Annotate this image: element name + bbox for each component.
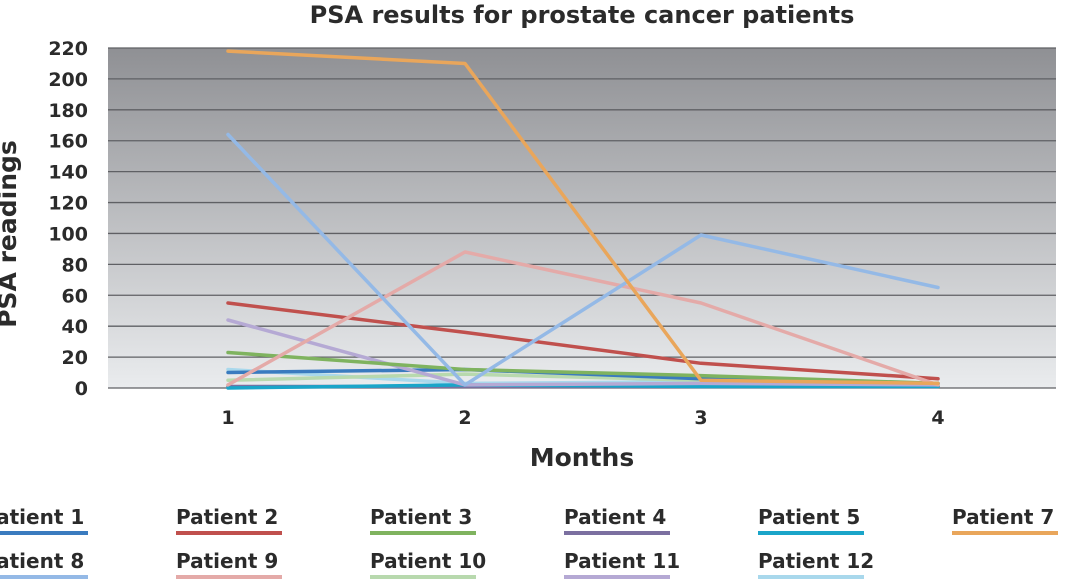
y-tick-labels: 0 20 40 60 80 100 120 140 160 180 200 220	[48, 38, 88, 400]
legend-item: Patient 1	[0, 505, 88, 535]
legend-item: Patient 10	[370, 549, 486, 579]
y-tick-label: 200	[48, 69, 88, 91]
y-tick-label: 20	[62, 347, 88, 369]
y-tick-label: 80	[62, 254, 88, 276]
legend-item: Patient 9	[176, 549, 282, 579]
legend-item: Patient 3	[370, 505, 476, 535]
legend-item: Patient 12	[758, 549, 874, 579]
legend-item: Patient 11	[564, 549, 680, 579]
legend-label: Patient 3	[370, 505, 472, 529]
y-tick-label: 100	[48, 223, 88, 245]
legend-label: Patient 10	[370, 549, 486, 573]
series-line-patient-8	[226, 132, 940, 387]
series-line-patient-9	[226, 250, 940, 387]
x-tick-label: 2	[458, 407, 471, 429]
legend-item: Patient 8	[0, 549, 88, 579]
gridlines	[108, 47, 1056, 389]
legend-item: Patient 2	[176, 505, 282, 535]
y-tick-label: 0	[75, 378, 88, 400]
legend-label: Patient 8	[0, 549, 84, 573]
series-line-patient-7	[226, 49, 940, 386]
y-tick-label: 160	[48, 131, 88, 153]
x-tick-label: 4	[931, 407, 944, 429]
y-tick-label: 140	[48, 162, 88, 184]
y-tick-label: 120	[48, 193, 88, 215]
series-line-patient-3	[226, 350, 940, 386]
series-line-patient-11	[226, 318, 940, 387]
y-tick-label: 180	[48, 100, 88, 122]
x-tick-labels: 1 2 3 4	[221, 407, 944, 429]
legend-label: Patient 12	[758, 549, 874, 573]
series-lines	[226, 49, 940, 390]
y-axis-title: PSA readings	[0, 140, 22, 328]
legend-label: Patient 9	[176, 549, 278, 573]
legend-label: Patient 5	[758, 505, 860, 529]
x-axis-title: Months	[530, 443, 634, 472]
legend-label: Patient 7	[952, 505, 1054, 529]
legend-label: Patient 1	[0, 505, 84, 529]
legend-item: Patient 7	[952, 505, 1058, 535]
y-tick-label: 220	[48, 38, 88, 60]
y-tick-label: 40	[62, 316, 88, 338]
legend-label: Patient 4	[564, 505, 666, 529]
legend-item: Patient 4	[564, 505, 670, 535]
chart-title: PSA results for prostate cancer patients	[310, 1, 855, 29]
legend-label: Patient 11	[564, 549, 680, 573]
legend-label: Patient 2	[176, 505, 278, 529]
legend: Patient 1 Patient 2 Patient 3 Patient 4 Pati…	[0, 505, 1058, 579]
legend-item: Patient 5	[758, 505, 864, 535]
x-tick-label: 3	[694, 407, 707, 429]
y-tick-label: 60	[62, 285, 88, 307]
x-tick-label: 1	[221, 407, 234, 429]
